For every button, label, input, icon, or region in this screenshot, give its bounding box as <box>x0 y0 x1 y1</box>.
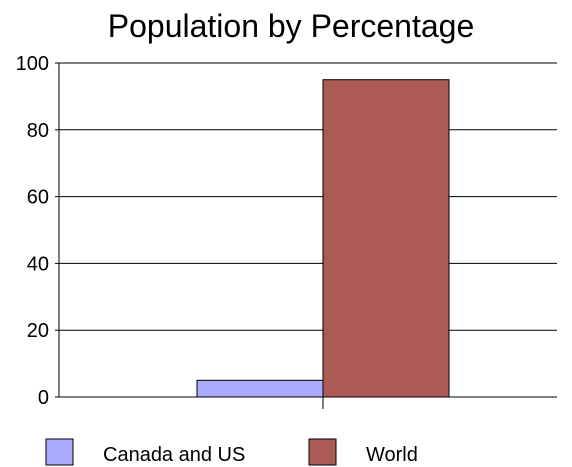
bars <box>196 79 450 398</box>
y-tick-label: 60 <box>27 187 49 209</box>
bar-world <box>322 79 450 398</box>
bar-canada-and-us <box>196 379 324 398</box>
legend: Canada and US World <box>45 438 418 466</box>
legend-label-world: World <box>366 444 418 466</box>
chart-title: Population by Percentage <box>108 8 474 44</box>
y-tick-label: 20 <box>27 320 49 342</box>
gridlines <box>59 62 557 331</box>
legend-label-canada-and-us: Canada and US <box>103 444 245 466</box>
y-tick-label: 0 <box>38 387 49 409</box>
y-tick-label: 40 <box>27 253 49 275</box>
legend-swatch-canada-and-us <box>45 438 74 466</box>
y-tick-label: 100 <box>16 53 49 75</box>
y-tick-label: 80 <box>27 120 49 142</box>
legend-swatch-world <box>308 438 337 466</box>
y-axis-ticks: 0 20 40 60 80 100 <box>16 53 59 409</box>
